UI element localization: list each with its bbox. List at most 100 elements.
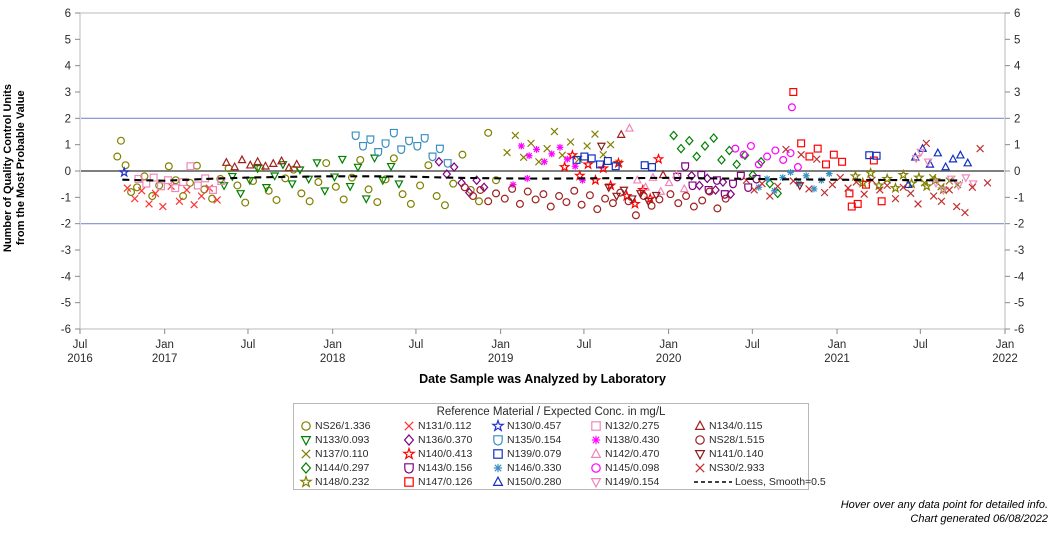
data-point[interactable] — [612, 156, 625, 169]
legend-item[interactable]: N136/0.370 — [400, 433, 489, 447]
data-point[interactable] — [339, 195, 348, 204]
data-point[interactable] — [729, 179, 738, 189]
data-point[interactable] — [493, 435, 503, 446]
data-point[interactable] — [953, 182, 964, 191]
data-point[interactable] — [500, 194, 509, 203]
data-point[interactable] — [531, 195, 540, 204]
data-point[interactable] — [713, 204, 722, 213]
legend-item[interactable]: N148/0.232 — [297, 475, 400, 489]
data-point[interactable] — [603, 156, 612, 165]
data-point[interactable] — [449, 179, 458, 188]
data-point[interactable] — [825, 170, 833, 178]
data-point[interactable] — [175, 197, 184, 206]
data-point[interactable] — [795, 182, 805, 191]
data-point[interactable] — [591, 463, 601, 473]
data-point[interactable] — [593, 205, 602, 214]
data-point[interactable] — [570, 186, 579, 195]
data-point[interactable] — [687, 170, 696, 181]
data-point[interactable] — [133, 183, 142, 192]
data-point[interactable] — [829, 150, 838, 159]
legend-item[interactable]: N146/0.330 — [489, 461, 587, 475]
legend-item[interactable]: N132/0.275 — [587, 419, 691, 433]
data-point[interactable] — [948, 153, 958, 163]
data-point[interactable] — [597, 162, 610, 174]
data-point[interactable] — [849, 170, 862, 182]
data-point[interactable] — [548, 150, 556, 158]
data-point[interactable] — [221, 157, 231, 166]
data-point[interactable] — [695, 463, 705, 473]
data-point[interactable] — [700, 140, 710, 151]
data-point[interactable] — [230, 161, 240, 171]
data-point[interactable] — [503, 148, 511, 157]
data-point[interactable] — [619, 186, 629, 196]
data-point[interactable] — [460, 183, 469, 192]
data-point[interactable] — [406, 199, 415, 208]
data-point[interactable] — [906, 189, 915, 198]
data-point[interactable] — [709, 133, 719, 144]
data-point[interactable] — [860, 190, 869, 198]
legend-item[interactable]: N131/0.112 — [400, 419, 489, 433]
legend-item[interactable]: N133/0.093 — [297, 433, 400, 447]
data-point[interactable] — [877, 197, 886, 206]
data-point[interactable] — [789, 87, 798, 96]
legend-item[interactable]: NS28/1.515 — [691, 433, 809, 447]
data-point[interactable] — [517, 142, 525, 150]
data-point[interactable] — [591, 421, 601, 431]
data-point[interactable] — [378, 176, 388, 186]
data-point[interactable] — [572, 155, 581, 164]
data-point[interactable] — [145, 200, 153, 208]
data-point[interactable] — [121, 161, 130, 170]
data-point[interactable] — [876, 186, 884, 194]
legend-item[interactable]: N147/0.126 — [400, 475, 489, 489]
data-point[interactable] — [402, 447, 416, 460]
data-point[interactable] — [337, 155, 347, 165]
legend-item[interactable]: N150/0.280 — [489, 475, 587, 489]
data-point[interactable] — [694, 419, 706, 430]
data-point[interactable] — [329, 173, 340, 182]
data-point[interactable] — [416, 181, 425, 190]
data-point[interactable] — [771, 146, 780, 155]
data-point[interactable] — [736, 171, 745, 181]
data-point[interactable] — [364, 185, 373, 194]
data-point[interactable] — [546, 202, 555, 211]
data-point[interactable] — [394, 180, 404, 189]
legend-item[interactable]: N134/0.115 — [691, 419, 809, 433]
data-point[interactable] — [142, 179, 151, 188]
data-point[interactable] — [550, 127, 559, 136]
legend-item[interactable]: N138/0.430 — [587, 433, 691, 447]
data-point[interactable] — [164, 162, 173, 171]
data-point[interactable] — [523, 187, 532, 196]
data-point[interactable] — [674, 199, 683, 208]
data-point[interactable] — [492, 475, 504, 486]
data-point[interactable] — [413, 141, 422, 151]
data-point[interactable] — [720, 190, 729, 199]
legend-item[interactable]: N139/0.079 — [489, 447, 587, 461]
data-point[interactable] — [631, 211, 640, 220]
data-point[interactable] — [236, 190, 246, 199]
legend-item[interactable]: N140/0.413 — [400, 447, 489, 461]
data-point[interactable] — [813, 144, 822, 153]
data-point[interactable] — [599, 150, 608, 159]
data-point[interactable] — [148, 192, 157, 201]
data-point[interactable] — [961, 174, 971, 183]
data-point[interactable] — [509, 181, 517, 189]
data-point[interactable] — [403, 434, 415, 446]
data-point[interactable] — [404, 463, 414, 474]
data-point[interactable] — [137, 186, 146, 195]
data-point[interactable] — [563, 155, 571, 163]
data-point[interactable] — [739, 150, 748, 159]
data-point[interactable] — [955, 150, 965, 159]
data-point[interactable] — [679, 183, 689, 193]
data-point[interactable] — [179, 192, 188, 201]
data-point[interactable] — [123, 184, 132, 192]
data-point[interactable] — [596, 142, 606, 152]
data-point[interactable] — [844, 184, 852, 192]
data-point[interactable] — [820, 188, 829, 197]
data-point[interactable] — [508, 184, 517, 193]
data-point[interactable] — [386, 162, 396, 172]
data-point[interactable] — [652, 152, 665, 165]
data-point[interactable] — [587, 154, 596, 163]
data-point[interactable] — [604, 184, 614, 193]
data-point[interactable] — [643, 197, 653, 207]
data-point[interactable] — [405, 136, 414, 146]
